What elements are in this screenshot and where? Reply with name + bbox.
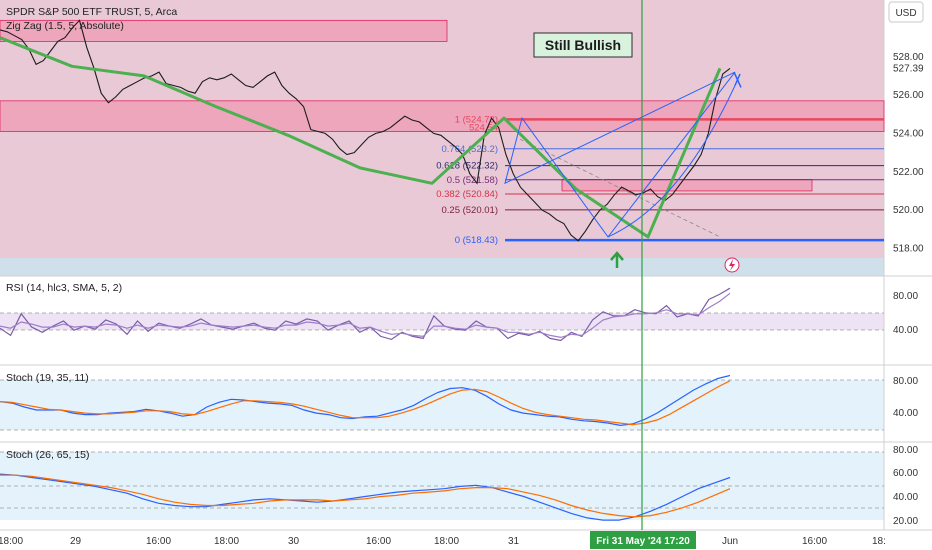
indicator-line-d	[0, 474, 731, 518]
fib-level-label: 0.25 (520.01)	[441, 205, 498, 216]
price-tick-label: 524.00	[893, 128, 924, 139]
price-tick-label: 528.00	[893, 52, 924, 63]
indicator-tick-label: 20.00	[893, 516, 918, 527]
price-tick-label: 526.00	[893, 90, 924, 101]
indicator-lines	[0, 287, 884, 521]
pattern-curve	[607, 85, 736, 238]
indicator-title-zigzag: Zig Zag (1.5, 5, Absolute)	[6, 20, 124, 32]
fib-level-label: 1 (524.73)	[455, 114, 498, 125]
supply-zones	[0, 19, 885, 192]
supply-zone	[0, 19, 448, 42]
zigzag-overlay	[0, 36, 722, 239]
stoch2-title: Stoch (26, 65, 15)	[6, 449, 89, 461]
price-tick-label: 518.00	[893, 243, 924, 254]
currency-button[interactable]: USD	[888, 1, 924, 23]
indicator-tick-label: 80.00	[893, 376, 918, 387]
fib-level-label: 0 (518.43)	[455, 235, 498, 246]
price-line	[0, 19, 731, 242]
indicator-tick-label: 80.00	[893, 291, 918, 302]
pattern-target-marker	[733, 71, 742, 88]
time-tick-label: 31	[508, 536, 520, 547]
pattern-outline	[504, 71, 736, 238]
supply-zone	[561, 179, 813, 192]
time-tick-label: 18:00	[0, 536, 23, 547]
price-tick-label: 520.00	[893, 205, 924, 216]
price-pane-lower-strip	[0, 258, 884, 276]
last-price-label: 527.39	[893, 63, 924, 74]
chart-title: SPDR S&P 500 ETF TRUST, 5, Arca	[6, 6, 177, 18]
stoch1-title: Stoch (19, 35, 11)	[6, 372, 89, 384]
time-tick-label: 18:00	[434, 536, 459, 547]
time-tick-label: 16:00	[802, 536, 827, 547]
harmonic-pattern-overlay	[504, 71, 742, 238]
time-tick-label: 18:	[872, 536, 886, 547]
time-tick-label: 29	[70, 536, 82, 547]
indicator-line-rsi	[0, 287, 731, 342]
time-tick-label: 16:00	[366, 536, 391, 547]
supply-zone	[0, 100, 885, 132]
time-tick-label: 16:00	[146, 536, 171, 547]
price-pane-background	[0, 0, 884, 258]
annotation-text: Still Bullish	[545, 37, 621, 53]
indicator-tick-label: 80.00	[893, 445, 918, 456]
still-bullish-annotation[interactable]: Still Bullish	[533, 32, 633, 58]
time-tick-label: Jun	[722, 536, 738, 547]
indicator-tick-label: 40.00	[893, 492, 918, 503]
lightning-icon[interactable]	[724, 257, 740, 273]
indicator-line-d	[0, 380, 731, 426]
fib-extra-label: 524.54	[469, 122, 498, 133]
indicator-line-sma	[0, 292, 731, 339]
indicator-tick-label: 60.00	[893, 468, 918, 479]
time-tick-label: 30	[288, 536, 300, 547]
fib-level-label: 0.5 (521.58)	[447, 175, 498, 186]
indicator-tick-label: 40.00	[893, 325, 918, 336]
indicator-line-k	[0, 374, 731, 427]
price-series	[0, 19, 731, 242]
fib-level-label: 0.382 (520.84)	[436, 189, 498, 200]
up-arrow-icon	[610, 251, 624, 268]
price-tick-label: 522.00	[893, 167, 924, 178]
cursor-time-label: Fri 31 May '24 17:20	[596, 536, 690, 547]
indicator-tick-label: 40.00	[893, 408, 918, 419]
last-price-badge: 527.39	[893, 63, 924, 74]
indicator-line-k	[0, 473, 731, 521]
currency-label: USD	[895, 8, 916, 19]
time-tick-label: 18:00	[214, 536, 239, 547]
fib-trend-line	[519, 138, 721, 238]
cursor-time-badge: Fri 31 May '24 17:20	[590, 531, 696, 549]
stoch1-band	[0, 380, 884, 430]
zigzag-line	[0, 36, 722, 239]
rsi-title: RSI (14, hlc3, SMA, 5, 2)	[6, 282, 122, 294]
